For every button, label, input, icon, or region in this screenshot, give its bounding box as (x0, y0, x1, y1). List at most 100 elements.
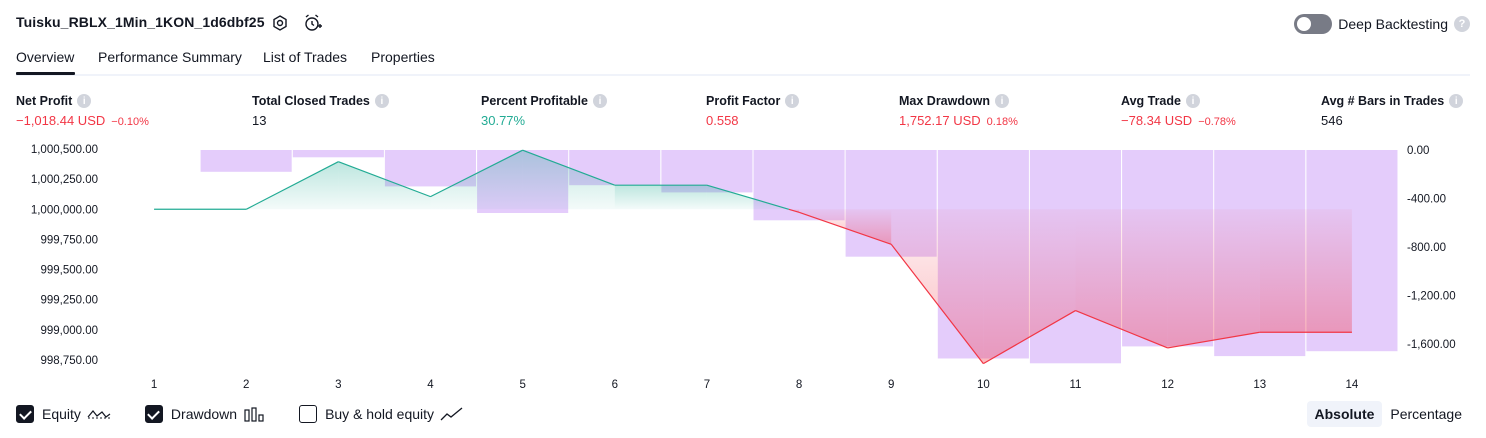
metric-title: Net Profit (16, 94, 73, 108)
metric-title: Percent Profitable (481, 94, 588, 108)
report-tabs: Overview Performance Summary List of Tra… (16, 46, 1470, 76)
x-tick-label: 2 (243, 379, 249, 391)
x-tick-label: 12 (1161, 379, 1174, 391)
help-icon[interactable]: ? (1454, 16, 1470, 32)
equity-area (1167, 209, 1260, 348)
absolute-button[interactable]: Absolute (1306, 401, 1383, 427)
equity-area (614, 185, 707, 210)
metric-avg-bars-in-trades: Avg # Bars in Trades i 546 (1321, 94, 1464, 128)
x-tick-label: 14 (1346, 379, 1359, 391)
equity-area (1075, 209, 1168, 348)
y-left-tick-label: 999,750.00 (40, 234, 98, 246)
drawdown-bar (384, 150, 476, 187)
deep-backtesting-toggle[interactable] (1294, 14, 1333, 34)
equity-drawdown-chart[interactable]: 1,000,500.00 1,000,250.00 1,000,000.00 999,… (0, 140, 1486, 396)
equity-line-segment (890, 243, 984, 364)
metric-value: 1,752.17 USD (899, 113, 981, 128)
chart-legend: Equity Drawdown Buy & hold equity (16, 402, 498, 426)
metric-title: Total Closed Trades (252, 94, 370, 108)
legend-label: Drawdown (170, 406, 238, 422)
x-tick-label: 1 (151, 379, 157, 391)
drawdown-checkbox[interactable] (144, 405, 163, 423)
tab-performance-summary[interactable]: Performance Summary (98, 49, 242, 65)
equity-area (338, 161, 431, 210)
info-icon[interactable]: i (374, 94, 389, 108)
x-tick-label: 8 (796, 379, 802, 391)
drawdown-bar (200, 150, 292, 172)
metric-title: Max Drawdown (899, 94, 990, 108)
equity-line-segment (798, 211, 892, 245)
metric-net-profit: Net Profit i −1,018.44 USD −0.10% (16, 94, 149, 128)
x-tick-label: 13 (1253, 379, 1266, 391)
equity-area (1259, 209, 1352, 333)
metric-percent-profitable: Percent Profitable i 30.77% (481, 94, 607, 128)
deep-backtesting-control: Deep Backtesting ? (1294, 12, 1470, 36)
metric-value: 546 (1321, 113, 1343, 128)
y-left-tick-label: 999,500.00 (40, 265, 98, 277)
metric-avg-trade: Avg Trade i −78.34 USD −0.78% (1121, 94, 1236, 128)
equity-checkbox[interactable] (16, 405, 34, 423)
y-left-tick-label: 999,000.00 (40, 325, 98, 337)
equity-line-segment (1167, 331, 1260, 349)
deep-backtesting-label: Deep Backtesting (1338, 16, 1448, 32)
tab-properties[interactable]: Properties (371, 49, 435, 65)
x-tick-label: 10 (977, 379, 990, 391)
value-mode-switch: Absolute Percentage (1306, 400, 1471, 428)
x-tick-label: 7 (704, 379, 710, 391)
info-icon[interactable]: i (995, 94, 1009, 108)
x-tick-label: 5 (519, 379, 525, 391)
equity-line-segment (245, 161, 339, 210)
metric-value: 30.77% (481, 113, 526, 128)
buy-hold-checkbox[interactable] (299, 405, 318, 423)
y-left-tick-label: 1,000,000.00 (31, 204, 98, 216)
metric-value: −1,018.44 USD (16, 113, 106, 128)
metric-percent: −0.10% (111, 116, 149, 128)
y-right-tick-label: -1,600.00 (1407, 339, 1456, 351)
legend-label: Equity (42, 406, 81, 422)
equity-line-segment (430, 149, 523, 198)
strategy-header: Tuisku_RBLX_1Min_1KON_1d6dbf25 Deep Back… (16, 12, 1470, 36)
metric-value: −78.34 USD (1121, 113, 1193, 128)
metric-value: 13 (252, 113, 267, 128)
metric-max-drawdown: Max Drawdown i 1,752.17 USD 0.18% (899, 94, 1018, 128)
x-tick-label: 6 (612, 379, 618, 391)
strategy-name: Tuisku_RBLX_1Min_1KON_1d6dbf25 (16, 14, 265, 30)
equity-line-segment (983, 310, 1076, 365)
x-tick-label: 9 (888, 379, 894, 391)
legend-drawdown[interactable]: Drawdown (144, 405, 265, 423)
y-left-tick-label: 1,000,500.00 (31, 144, 98, 156)
equity-line-segment (788, 208, 800, 213)
legend-label: Buy & hold equity (325, 406, 435, 422)
tab-overview[interactable]: Overview (16, 49, 75, 65)
y-right-tick-label: -1,200.00 (1407, 290, 1456, 302)
equity-line-icon (87, 410, 111, 419)
metric-profit-factor: Profit Factor i 0.558 (706, 94, 800, 128)
tab-list-of-trades[interactable]: List of Trades (263, 49, 348, 65)
equity-area (983, 209, 1076, 364)
info-icon[interactable]: i (592, 94, 607, 108)
y-left-tick-label: 999,250.00 (40, 295, 98, 307)
info-icon[interactable]: i (77, 94, 92, 108)
info-icon[interactable]: i (1185, 94, 1200, 108)
legend-equity[interactable]: Equity (16, 405, 111, 423)
alarm-add-icon[interactable] (302, 12, 324, 34)
y-right-tick-label: -400.00 (1407, 193, 1446, 205)
percentage-button[interactable]: Percentage (1390, 406, 1462, 422)
y-left-tick-label: 1,000,250.00 (31, 174, 98, 186)
buy-hold-line-icon (440, 407, 463, 421)
metric-value: 0.558 (706, 113, 739, 128)
metrics-row: Net Profit i −1,018.44 USD −0.10% Total Cl… (16, 94, 1470, 134)
info-icon[interactable]: i (1449, 94, 1464, 108)
info-icon[interactable]: i (785, 94, 800, 108)
drawdown-bars-icon (244, 407, 264, 422)
equity-area (430, 150, 523, 210)
metric-title: Avg Trade (1121, 94, 1181, 108)
chart-canvas: 1,000,500.00 1,000,250.00 1,000,000.00 999,… (31, 144, 1456, 391)
legend-buy-hold-equity[interactable]: Buy & hold equity (299, 405, 464, 423)
metric-title: Avg # Bars in Trades (1321, 94, 1445, 108)
y-right-tick-label: 0.00 (1407, 145, 1429, 157)
x-tick-label: 3 (335, 379, 341, 391)
metric-percent: −0.78% (1198, 116, 1236, 128)
settings-icon[interactable] (269, 12, 291, 34)
equity-area (522, 150, 615, 210)
